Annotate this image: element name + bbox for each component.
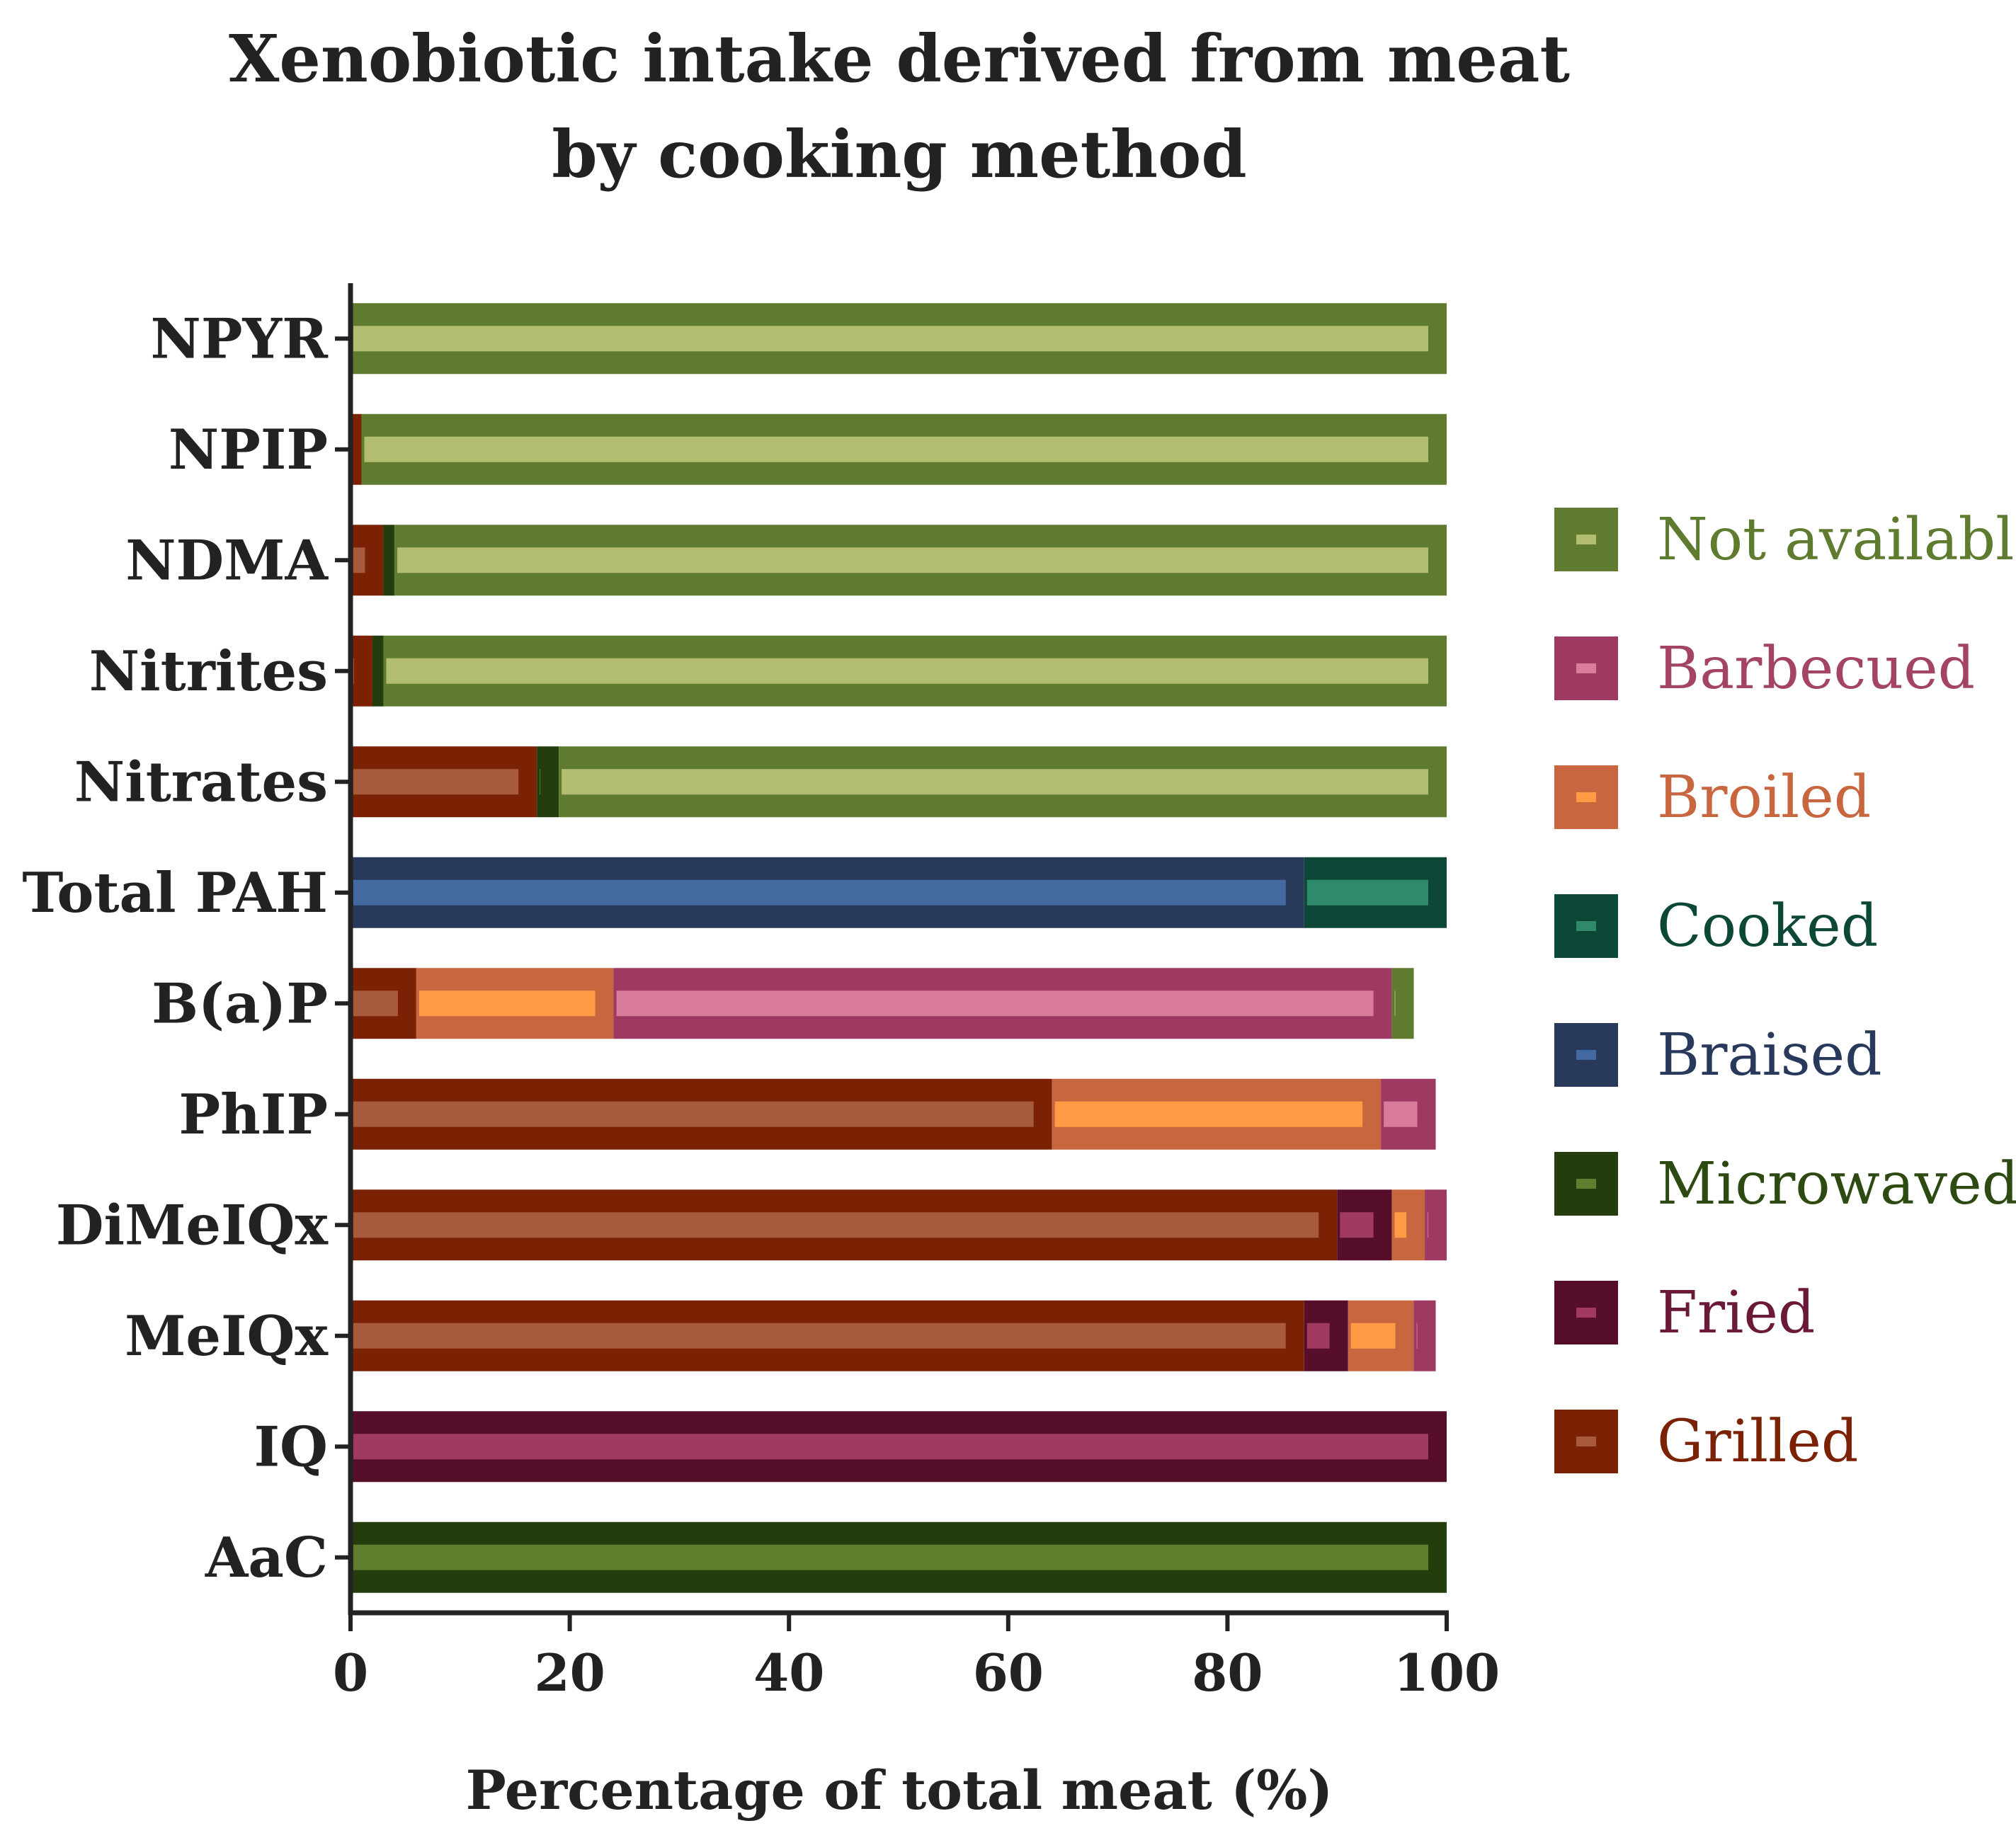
bar-inner-npyr-not-available [353,326,1428,352]
bar-inner-b-a-p-barbecued [616,990,1374,1017]
legend-swatch-inner-barbecued [1576,663,1596,673]
chart-title-line-1: Xenobiotic intake derived from meat [229,21,1570,97]
bar-inner-nitrates-grilled [353,769,519,795]
x-tick-label-80: 80 [1192,1643,1263,1703]
bar-inner-phip-grilled [353,1101,1034,1127]
chart-title-line-2: by cooking method [552,116,1246,193]
legend-swatch-inner-cooked [1576,921,1596,931]
bar-inner-dimeiqx-fried [1340,1212,1374,1238]
x-tick-label-40: 40 [753,1643,824,1703]
bar-meiqx-barbecued [1413,1300,1436,1371]
legend-swatch-inner-fried [1576,1308,1596,1318]
legend-swatch-inner-not-available [1576,535,1596,544]
bar-inner-meiqx-grilled [353,1323,1286,1349]
bar-inner-ndma-not-available [397,547,1429,573]
bar-b-a-p-not-available [1391,968,1414,1039]
legend-swatch-inner-braised [1576,1050,1596,1060]
y-tick-label-npip: NPIP [169,418,328,482]
bar-inner-nitrites-grilled [353,658,354,684]
x-axis-label: Percentage of total meat (%) [466,1759,1333,1822]
bar-inner-total-pah-braised [353,879,1286,906]
y-tick-label-total-pah: Total PAH [22,861,328,925]
chart-title: Xenobiotic intake derived from meat by c… [229,21,1570,193]
x-tick-label-100: 100 [1394,1643,1500,1703]
bar-inner-npip-not-available [364,436,1428,462]
bar-nitrites-grilled [351,635,372,707]
bar-inner-meiqx-broiled [1350,1323,1396,1349]
bar-inner-meiqx-barbecued [1416,1323,1418,1349]
bar-inner-total-pah-cooked [1306,879,1428,906]
legend-label-braised: Braised [1657,1022,1882,1089]
bar-inner-iq-fried [353,1434,1428,1460]
bar-ndma-microwaved [383,525,394,596]
legend-swatch-inner-grilled [1576,1437,1596,1446]
x-tick-label-60: 60 [973,1643,1044,1703]
legend-swatch-inner-broiled [1576,792,1596,802]
bar-inner-b-a-p-broiled [418,990,596,1017]
bars-group [351,303,1447,1593]
legend-label-fried: Fried [1657,1279,1815,1347]
bar-inner-phip-barbecued [1384,1101,1418,1127]
legend: Not available Barbecued Broiled Cooked Brais… [1554,506,2016,1475]
legend-label-cooked: Cooked [1657,893,1878,960]
bar-inner-dimeiqx-grilled [353,1212,1319,1238]
legend-label-not-available: Not available [1657,506,2016,573]
bar-nitrates-microwaved [537,746,559,818]
legend-label-grilled: Grilled [1657,1408,1858,1475]
x-tick-label-20: 20 [534,1643,605,1703]
bar-inner-aac-microwaved [353,1544,1428,1570]
bar-inner-phip-broiled [1054,1101,1363,1127]
y-tick-label-phip: PhIP [178,1083,328,1147]
y-tick-label-ndma: NDMA [125,528,329,593]
legend-swatch-inner-microwaved [1576,1179,1596,1189]
bar-inner-ndma-grilled [353,547,365,573]
y-tick-label-npyr: NPYR [151,307,329,371]
bar-inner-b-a-p-not-available [1394,990,1396,1017]
bar-inner-nitrates-not-available [562,769,1428,795]
axes-group: NPYR NPIP NDMA Nitrites Nitrates Total PAH B(a… [22,283,1500,1703]
bar-dimeiqx-barbecued [1425,1189,1447,1261]
bar-inner-nitrites-not-available [386,658,1429,684]
bar-inner-meiqx-fried [1306,1323,1330,1349]
y-tick-label-aac: AaC [205,1526,328,1590]
legend-label-microwaved: Microwaved [1657,1150,2016,1218]
y-tick-label-dimeiqx: DiMeIQx [56,1193,329,1257]
y-tick-label-nitrates: Nitrates [74,750,328,814]
y-tick-label-nitrites: Nitrites [89,639,328,704]
legend-label-broiled: Broiled [1657,764,1871,831]
bar-inner-dimeiqx-broiled [1394,1212,1407,1238]
bar-npip-grilled [351,413,362,485]
x-tick-label-0: 0 [333,1643,368,1703]
bar-inner-b-a-p-grilled [353,990,398,1017]
y-tick-label-iq: IQ [254,1415,328,1479]
y-tick-label-b-a-p: B(a)P [152,971,328,1036]
y-tick-label-meiqx: MeIQx [125,1304,329,1369]
legend-label-barbecued: Barbecued [1657,635,1975,702]
bar-nitrites-microwaved [372,635,384,707]
